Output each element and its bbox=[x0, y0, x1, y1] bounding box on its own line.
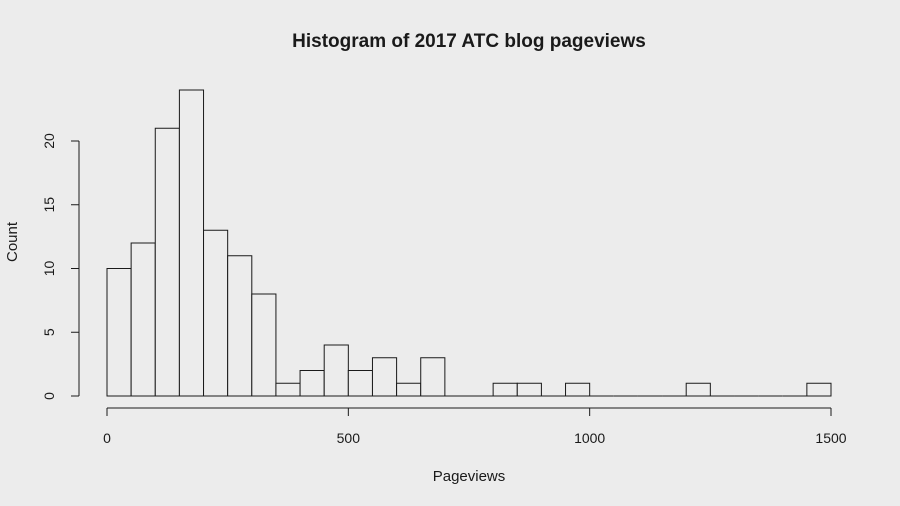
bars-group bbox=[106, 89, 832, 397]
x-axis-label: Pageviews bbox=[433, 468, 506, 485]
histogram-bar bbox=[492, 382, 518, 397]
x-tick-label: 500 bbox=[337, 430, 361, 446]
y-tick-label: 0 bbox=[41, 392, 57, 400]
chart-title: Histogram of 2017 ATC blog pageviews bbox=[292, 31, 646, 52]
histogram-bar bbox=[203, 229, 229, 397]
histogram-bar bbox=[420, 357, 446, 397]
histogram-bar bbox=[323, 344, 349, 397]
y-tick-label: 10 bbox=[41, 261, 57, 277]
x-axis: 0 500 1000 1500 bbox=[103, 407, 847, 446]
histogram-bar bbox=[685, 382, 711, 397]
y-tick-label: 20 bbox=[41, 133, 57, 149]
histogram-bar bbox=[130, 242, 156, 397]
y-axis: 0 5 10 15 20 bbox=[41, 133, 80, 400]
y-tick-label: 5 bbox=[41, 328, 57, 336]
x-tick-label: 0 bbox=[103, 430, 111, 446]
histogram-bar bbox=[347, 370, 373, 397]
x-tick-label: 1000 bbox=[574, 430, 605, 446]
histogram-bar bbox=[565, 382, 591, 397]
histogram-bar bbox=[251, 293, 277, 397]
x-tick-label: 1500 bbox=[815, 430, 846, 446]
y-axis-label: Count bbox=[4, 221, 21, 262]
histogram-bar bbox=[154, 127, 180, 397]
histogram-bar bbox=[106, 268, 132, 397]
histogram-bar bbox=[299, 370, 325, 397]
histogram-bar bbox=[371, 357, 398, 397]
histogram-bar bbox=[275, 382, 301, 397]
y-tick-label: 15 bbox=[41, 197, 57, 213]
histogram-bar bbox=[516, 382, 542, 397]
histogram-bar bbox=[396, 382, 422, 397]
histogram-bar bbox=[806, 382, 832, 397]
histogram-bar bbox=[227, 255, 253, 397]
histogram-bar bbox=[178, 89, 205, 397]
